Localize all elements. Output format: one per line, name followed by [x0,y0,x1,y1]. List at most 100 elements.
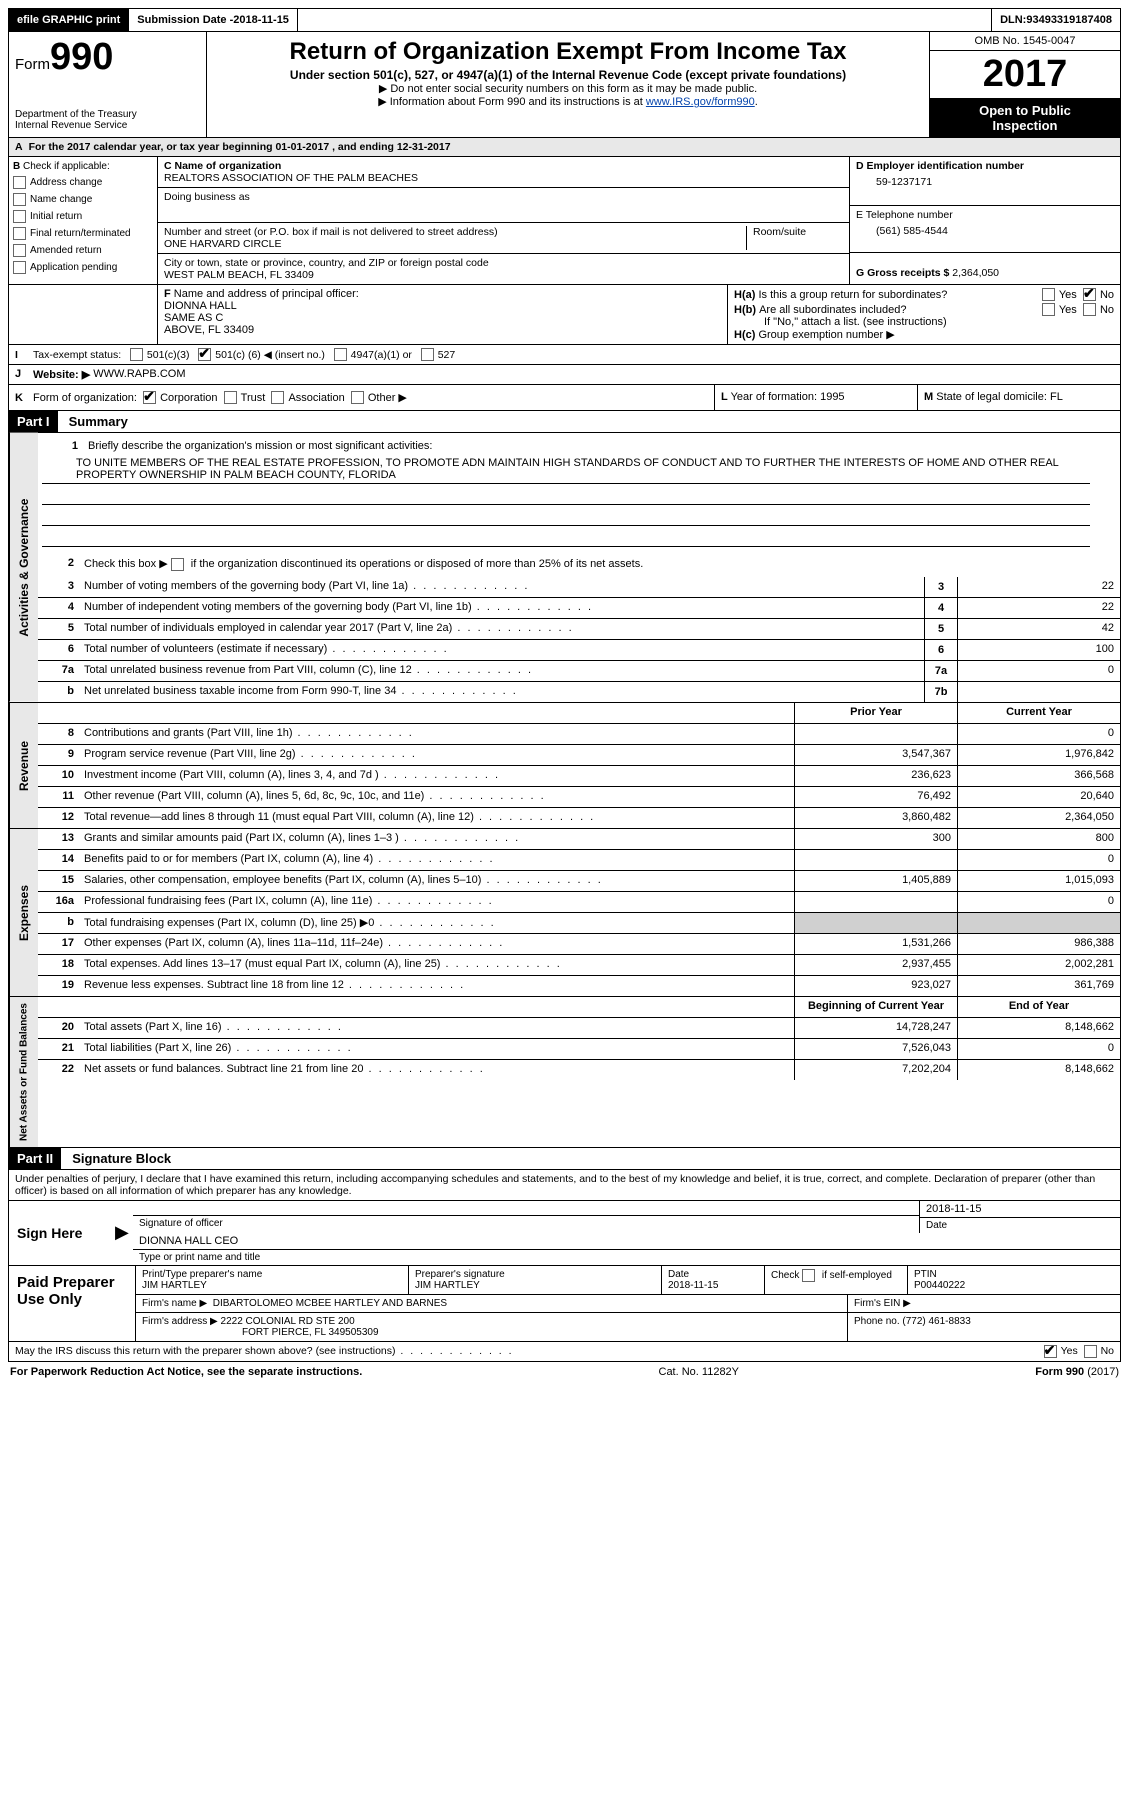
exp-line-16a: 16aProfessional fundraising fees (Part I… [38,892,1120,913]
discuss-no: No [1101,1345,1114,1357]
ln-num: 13 [38,829,80,849]
ln-desc: Investment income (Part VIII, column (A)… [80,766,794,786]
ln-desc: Other expenses (Part IX, column (A), lin… [80,934,794,954]
signature-block: Sign Here ▶ Signature of officer 2018-11… [8,1201,1121,1266]
mission-block: 1 Briefly describe the organization's mi… [38,433,1120,551]
i-opt1: 501(c)(3) [147,349,190,361]
hc-text: Group exemption number ▶ [758,329,894,341]
ln-box: 6 [924,640,957,660]
form-word: Form [15,56,50,73]
exp-line-19: 19Revenue less expenses. Subtract line 1… [38,976,1120,996]
d-ein-label: D Employer identification number [856,160,1114,172]
sig-officer-label: Signature of officer [133,1216,919,1231]
bcd-block: B Check if applicable: Address change Na… [8,157,1121,285]
cb-initial-return[interactable] [13,210,26,223]
submission-date-cell: Submission Date - 2018-11-15 [129,9,298,31]
form-number: Form990 [15,36,200,79]
cb-discuss-yes[interactable] [1044,1345,1057,1358]
part1-header: Part I [9,411,58,432]
cb-hb-yes[interactable] [1042,303,1055,316]
part1-title: Summary [61,414,128,429]
ln-current: 986,388 [957,934,1120,954]
row-a: A For the 2017 calendar year, or tax yea… [8,138,1121,157]
c-city-label: City or town, state or province, country… [164,257,843,269]
form-note2: ▶ Information about Form 990 and its ins… [217,95,919,108]
col-current-year: Current Year [957,703,1120,723]
col-end-year: End of Year [957,997,1120,1017]
exp-line-18: 18Total expenses. Add lines 13–17 (must … [38,955,1120,976]
cb-501c3[interactable] [130,348,143,361]
ln-val: 42 [957,619,1120,639]
mission-blank1 [42,484,1090,505]
cb-name-change[interactable] [13,193,26,206]
header-left: Form990 Department of the Treasury Inter… [9,32,207,137]
c-name-cell: C Name of organization REALTORS ASSOCIAT… [158,157,849,188]
ln-current: 8,148,662 [957,1018,1120,1038]
fh-block: F Name and address of principal officer:… [8,285,1121,345]
ln-desc: Total expenses. Add lines 13–17 (must eq… [80,955,794,975]
cb-corp[interactable] [143,391,156,404]
gov-line-5: 5Total number of individuals employed in… [38,619,1120,640]
k-opt3: Other ▶ [368,391,407,404]
sign-here-label: Sign Here [9,1201,115,1265]
cb-trust[interactable] [224,391,237,404]
cb-final-return[interactable] [13,227,26,240]
ln-desc: Total assets (Part X, line 16) [80,1018,794,1038]
cb-4947[interactable] [334,348,347,361]
cb-self-employed[interactable] [802,1269,815,1282]
ln-num: 15 [38,871,80,891]
cb-501c[interactable] [198,348,211,361]
exp-line-14: 14Benefits paid to or for members (Part … [38,850,1120,871]
footer-right-pre: Form [1035,1366,1066,1378]
website: WWW.RAPB.COM [93,368,185,381]
sign-arrow-icon: ▶ [115,1201,133,1265]
ha-yes: Yes [1059,289,1077,301]
ln-box: 7b [924,682,957,702]
cb-hb-no[interactable] [1083,303,1096,316]
submission-date: 2018-11-15 [233,14,289,26]
g-gross: 2,364,050 [952,267,999,279]
cb-amended-return[interactable] [13,244,26,257]
ln-current: 366,568 [957,766,1120,786]
gov-line-7a: 7aTotal unrelated business revenue from … [38,661,1120,682]
rev-header-row: Prior Year Current Year [38,703,1120,724]
ln-current: 1,976,842 [957,745,1120,765]
cb-address-change[interactable] [13,176,26,189]
ln-current: 0 [957,892,1120,912]
part1-bar: Part I Summary [8,411,1121,433]
cb-assoc[interactable] [271,391,284,404]
irs-label: Internal Revenue Service [15,120,200,131]
dln-value: 93493319187408 [1026,14,1112,26]
expenses-section: Expenses 13Grants and similar amounts pa… [8,829,1121,997]
ln-num: 19 [38,976,80,996]
b-opt-1: Name change [30,194,92,205]
m-text: State of legal domicile: [936,391,1050,403]
rev-line-10: 10Investment income (Part VIII, column (… [38,766,1120,787]
e-phone-cell: E Telephone number (561) 585-4544 [850,206,1120,253]
irs-link[interactable]: www.IRS.gov/form990 [646,96,755,108]
efile-button[interactable]: efile GRAPHIC print [9,9,129,31]
ln-num: 10 [38,766,80,786]
ln-prior [794,913,957,933]
col-prior-year: Prior Year [794,703,957,723]
mission-blank3 [42,526,1090,547]
cb-discontinued[interactable] [171,558,184,571]
ln-num: 17 [38,934,80,954]
vtab-expenses: Expenses [9,829,38,996]
cb-other[interactable] [351,391,364,404]
prep-date: 2018-11-15 [668,1280,758,1291]
cb-ha-yes[interactable] [1042,288,1055,301]
cb-527[interactable] [421,348,434,361]
cb-discuss-no[interactable] [1084,1345,1097,1358]
officer-sig-line[interactable] [133,1201,919,1216]
ln-num: 14 [38,850,80,870]
row-i: I Tax-exempt status: 501(c)(3) 501(c) ( … [8,345,1121,365]
cb-application-pending[interactable] [13,261,26,274]
c-dba-cell: Doing business as [158,188,849,223]
i-label: I [15,349,33,361]
b-opt-3: Final return/terminated [30,228,131,239]
row-k: K Form of organization: Corporation Trus… [8,385,1121,411]
cb-ha-no[interactable] [1083,288,1096,301]
open1: Open to Public [934,103,1116,118]
m-val: FL [1050,391,1063,403]
